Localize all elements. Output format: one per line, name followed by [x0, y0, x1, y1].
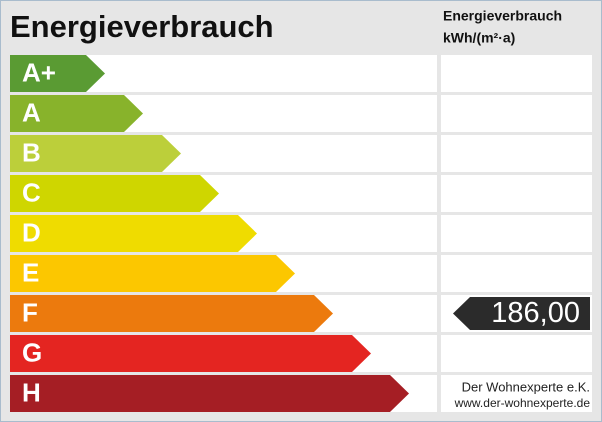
- value-cell: [441, 215, 592, 252]
- class-arrow: [10, 135, 181, 172]
- class-arrow: [10, 175, 219, 212]
- value-marker: [453, 297, 590, 330]
- class-label: G: [22, 337, 42, 367]
- value-cell: [441, 135, 592, 172]
- class-label: B: [22, 137, 41, 167]
- class-arrow: [10, 335, 371, 372]
- footer-company: Der Wohnexperte e.K.: [462, 379, 590, 394]
- class-arrow: [10, 95, 143, 132]
- class-arrow: [10, 255, 295, 292]
- class-label: E: [22, 257, 39, 287]
- value-cell: [441, 255, 592, 292]
- class-label: C: [22, 177, 41, 207]
- class-label: H: [22, 377, 41, 407]
- value-cell: [441, 335, 592, 372]
- class-label: A: [22, 97, 41, 127]
- class-label: F: [22, 297, 38, 327]
- value-cell: [441, 375, 592, 412]
- class-arrow: [10, 215, 257, 252]
- footer-url: www.der-wohnexperte.de: [454, 396, 591, 410]
- unit-header: Energieverbrauch: [443, 8, 562, 24]
- value-label: 186,00: [491, 297, 580, 329]
- value-cell: [441, 95, 592, 132]
- class-arrow: [10, 295, 333, 332]
- value-cell: [441, 175, 592, 212]
- value-cell: [441, 55, 592, 92]
- class-label: D: [22, 217, 41, 247]
- title: Energieverbrauch: [10, 9, 274, 44]
- class-label: A+: [22, 57, 56, 87]
- class-arrow: [10, 375, 409, 412]
- class-arrow: [10, 55, 105, 92]
- unit-header: kWh/(m²·a): [443, 30, 515, 46]
